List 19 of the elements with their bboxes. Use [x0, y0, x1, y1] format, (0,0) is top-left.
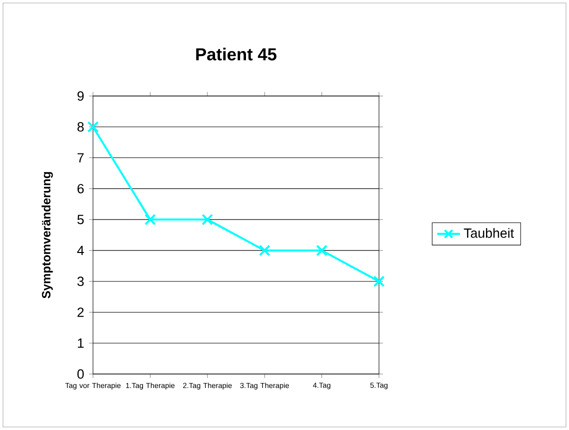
point — [373, 276, 385, 288]
y-tick-label: 9 — [78, 91, 84, 101]
y-tick-label: 3 — [77, 276, 84, 286]
y-tick-label: 4 — [77, 246, 84, 256]
y-tick-label: 5 — [77, 214, 84, 224]
point — [258, 244, 270, 256]
y-axis-title: Symptomveränderung — [42, 172, 53, 298]
point — [144, 214, 156, 226]
point — [202, 214, 214, 226]
point — [87, 121, 99, 133]
y-tick-label: 7 — [78, 153, 84, 162]
y-tick-label: 2 — [78, 308, 84, 317]
y-tick-label: 1 — [78, 338, 84, 348]
chart-title: Patient 45 — [196, 48, 276, 60]
y-tick-label: 8 — [77, 122, 84, 132]
legend-label: Taubheit — [464, 228, 514, 238]
y-tick-label: 6 — [78, 184, 84, 194]
point — [316, 244, 328, 256]
y-tick-label: 0 — [77, 369, 84, 379]
